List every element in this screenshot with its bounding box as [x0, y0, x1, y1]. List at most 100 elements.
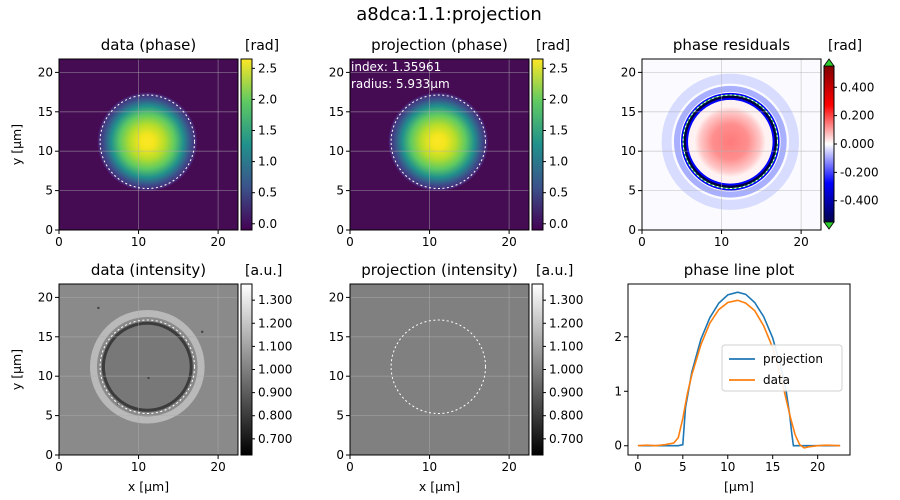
colorbar-tick-label: 0.700	[549, 432, 583, 446]
residual-halo	[661, 73, 800, 210]
y-tick-label: 5	[336, 184, 344, 198]
y-tick-label: 10	[621, 144, 636, 158]
y-tick-label: 0	[45, 448, 53, 462]
heatmap-image	[59, 284, 238, 455]
x-tick-label: 10	[422, 460, 437, 474]
y-tick-label: 5	[45, 184, 53, 198]
colorbar-tick-label: 0.0	[549, 217, 568, 231]
colorbar-tick-label: 0.700	[258, 432, 292, 446]
x-tick-label: 0	[346, 460, 354, 474]
colorbar-tick-label: 2.0	[549, 92, 568, 106]
colorbar: 0.400 0.200 0.000 -0.200 -0.400 [rad]	[823, 38, 879, 230]
panel-phase-line-plot: 0 5 10 15 20 0 1 2 phase line plot [µm] projection…	[614, 261, 851, 494]
figure-suptitle: a8dca:1.1:projection	[356, 4, 541, 25]
colorbar-tick-label: 0.400	[840, 80, 874, 94]
colorbar-tick-label: 1.100	[549, 339, 583, 353]
y-tick-label: 0	[628, 223, 636, 237]
axes-title: phase residuals	[673, 36, 790, 54]
x-tick-label: 10	[714, 235, 729, 249]
colorbar: 1.300 1.200 1.100 1.000 0.900 0.800 0.700 [a.u.…	[531, 263, 583, 456]
x-axis-label: [µm]	[724, 479, 754, 494]
colorbar-tick-label: 0.800	[258, 409, 292, 423]
x-tick-label: 20	[810, 460, 825, 474]
y-tick-label: 15	[38, 105, 53, 119]
axes-frame	[349, 283, 530, 456]
colorbar-extend-top	[823, 58, 835, 67]
colorbar-tick-label: 0.900	[549, 386, 583, 400]
colorbar-tick-label: 0.5	[549, 186, 568, 200]
colorbar-tick-label: 1.200	[549, 316, 583, 330]
legend-label: projection	[763, 352, 823, 366]
colorbar-tick-label: 1.300	[549, 293, 583, 307]
colorbar-tick-label: 0.900	[258, 386, 292, 400]
colorbar-tick-label: 0.800	[549, 409, 583, 423]
x-tick-label: 15	[765, 460, 780, 474]
heatmap-image	[350, 284, 529, 455]
colorbar: 1.300 1.200 1.100 1.000 0.900 0.800 0.700 [a.u.…	[240, 263, 292, 456]
colorbar-tick-label: 1.300	[258, 293, 292, 307]
colorbar-tick-label: -0.400	[840, 194, 879, 208]
y-tick-label: 5	[628, 184, 636, 198]
y-tick-label: 10	[329, 144, 344, 158]
x-tick-label: 0	[634, 460, 642, 474]
axes-frame	[627, 283, 851, 456]
colorbar-frame	[531, 58, 544, 231]
colorbar-tick-label: 1.0	[549, 155, 568, 169]
panel-projection-phase: 0 10 20 0 5 10 15 20 projection (phase) index: 1.…	[329, 36, 570, 249]
colorbar-tick-label: 1.5	[258, 124, 277, 138]
colorbar-frame	[240, 58, 253, 231]
x-axis-label: x [µm]	[419, 479, 460, 494]
y-tick-label: 10	[38, 144, 53, 158]
y-tick-label: 20	[329, 290, 344, 304]
panel-data-intensity: 0 10 20 0 5 10 15 20 data (intensity) x [µm] y [µm…	[9, 261, 292, 494]
axes-title: phase line plot	[684, 261, 795, 279]
panel-data-phase: 0 10 20 0 5 10 15 20 data (phase) y [µm] 0.0 0.5 1.0…	[9, 36, 279, 249]
speckle	[201, 330, 204, 334]
annotation-text: index: 1.35961	[351, 60, 441, 74]
axes-frame	[641, 58, 822, 231]
colorbar: 0.0 0.5 1.0 1.5 2.0 2.5 [rad]	[240, 38, 279, 231]
y-tick-label: 15	[329, 330, 344, 344]
axes-frame	[349, 58, 530, 231]
axes-title: data (intensity)	[91, 261, 206, 279]
residual-ring	[683, 94, 778, 189]
x-tick-label: 20	[210, 235, 225, 249]
colorbar-tick-label: 1.200	[258, 316, 292, 330]
colorbar-tick-label: 0.0	[258, 217, 277, 231]
y-tick-label: 15	[329, 105, 344, 119]
colorbar-extend-bottom	[823, 221, 835, 230]
colorbar-tick-label: 2.0	[258, 92, 277, 106]
y-tick-label: 20	[621, 65, 636, 79]
x-tick-label: 10	[131, 235, 146, 249]
axes-frame	[58, 58, 239, 231]
axes-title: data (phase)	[101, 36, 197, 54]
y-tick-label: 5	[45, 409, 53, 423]
y-tick-label: 20	[329, 65, 344, 79]
y-tick-label: 20	[38, 65, 53, 79]
annotation-text: radius: 5.933µm	[351, 77, 450, 91]
intensity-core	[101, 320, 194, 413]
x-axis-label: x [µm]	[128, 479, 169, 494]
colorbar-gradient	[532, 59, 543, 230]
intensity-ring	[89, 309, 205, 424]
y-tick-label: 0	[614, 439, 622, 453]
colorbar-gradient	[241, 59, 252, 230]
x-tick-label: 10	[422, 235, 437, 249]
y-tick-label: 0	[336, 223, 344, 237]
colorbar-tick-label: 0.200	[840, 109, 874, 123]
radius-circle	[99, 94, 196, 189]
colorbar-label: [a.u.]	[245, 263, 282, 279]
speckle	[147, 376, 150, 380]
speckle	[97, 306, 100, 310]
y-tick-label: 0	[45, 223, 53, 237]
colorbar-gradient	[824, 66, 834, 222]
x-tick-label: 20	[210, 460, 225, 474]
y-tick-label: 10	[38, 369, 53, 383]
x-tick-label: 10	[720, 460, 735, 474]
y-tick-label: 15	[621, 105, 636, 119]
radius-circle	[390, 94, 487, 189]
x-tick-label: 0	[346, 235, 354, 249]
colorbar-gradient	[532, 284, 543, 455]
